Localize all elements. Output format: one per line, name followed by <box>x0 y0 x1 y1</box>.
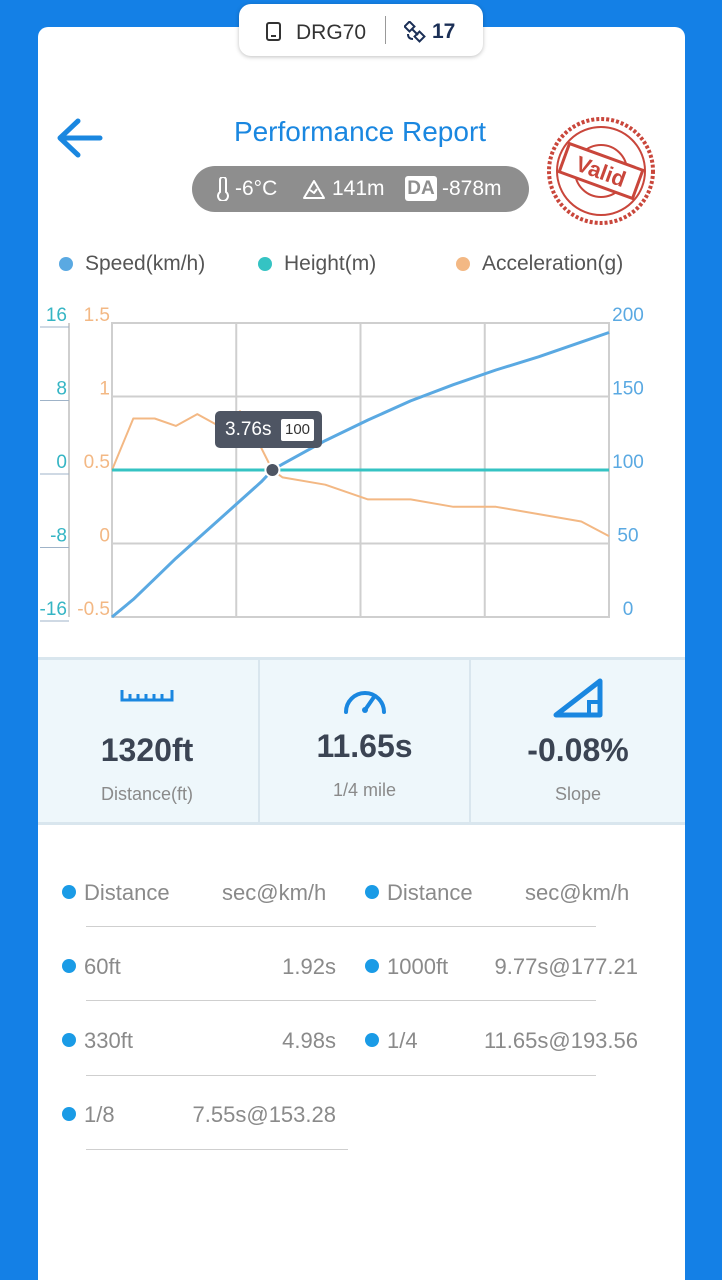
split-result: 11.65s@193.56 <box>483 1028 638 1053</box>
chart-tooltip: 3.76s 100 <box>215 411 322 448</box>
height-tick-label: 16 <box>46 305 67 326</box>
back-arrow-icon[interactable] <box>54 115 104 161</box>
tooltip-time: 3.76s <box>225 419 272 440</box>
height-tick-label: -8 <box>50 526 67 547</box>
height-tick-label: 0 <box>56 452 67 473</box>
stat-distance: 1320ft Distance(ft) <box>38 660 256 822</box>
speed-tick-label: 50 <box>617 526 638 547</box>
conditions-pill: -6°C 141m DA -878m <box>192 166 529 212</box>
thermometer-icon <box>217 177 229 201</box>
height-axis-group: 16 8 0 -8 -16 <box>40 305 70 622</box>
split-distance: 60ft <box>84 954 121 979</box>
stat-slope-label: Slope <box>554 784 602 804</box>
legend-height[interactable]: Height(m) <box>258 252 376 276</box>
split-distance: 330ft <box>84 1028 133 1053</box>
ruler-icon <box>120 690 174 702</box>
stat-slope-value: -0.08% <box>527 732 629 768</box>
row-divider <box>86 926 596 927</box>
temperature-value: -6°C <box>235 177 278 200</box>
stat-distance-value: 1320ft <box>100 732 194 768</box>
split-result: 4.98s <box>282 1028 336 1053</box>
row-divider <box>86 1149 348 1150</box>
legend-acceleration-label: Acceleration(g) <box>482 252 624 275</box>
header-distance-left: Distance <box>84 880 170 905</box>
mountain-icon <box>303 180 325 199</box>
header-result-right: sec@km/h <box>525 880 630 905</box>
satellite-icon <box>404 21 426 43</box>
device-status-pill[interactable]: DRG70 17 <box>239 4 483 56</box>
acceleration-tick-label: 1.5 <box>84 305 110 326</box>
tooltip-marker-dot <box>264 462 281 478</box>
legend-height-label: Height(m) <box>284 252 377 275</box>
stat-distance-label: Distance(ft) <box>100 784 194 804</box>
speed-axis-group: 200 150 100 50 0 <box>612 305 644 620</box>
split-distance: 1/8 <box>84 1102 115 1127</box>
stat-time-label: 1/4 mile <box>332 780 397 800</box>
legend-acceleration-dot <box>456 257 470 271</box>
row-divider <box>86 1075 596 1076</box>
speed-tick-label: 0 <box>623 599 634 620</box>
height-tick-label: -16 <box>40 599 67 620</box>
legend-acceleration[interactable]: Acceleration(g) <box>456 252 623 276</box>
speed-tick-label: 100 <box>612 452 644 473</box>
report-card <box>38 27 685 1280</box>
stat-time-value: 11.65s <box>316 728 413 764</box>
header-distance-right: Distance <box>387 880 473 905</box>
split-distance: 1000ft <box>387 954 449 979</box>
legend-speed-dot <box>59 257 73 271</box>
speed-tick-label: 150 <box>612 379 644 400</box>
split-result: 9.77s@177.21 <box>494 954 638 979</box>
density-altitude-icon: DA <box>405 176 437 201</box>
tooltip-speed: 100 <box>281 419 314 441</box>
legend-height-dot <box>258 257 272 271</box>
stat-slope: -0.08% Slope <box>471 660 685 822</box>
page-title: Performance Report <box>233 116 487 147</box>
divider <box>385 16 386 44</box>
acceleration-tick-label: -0.5 <box>77 599 110 620</box>
speed-tick-label: 200 <box>612 305 644 326</box>
row-bullet <box>365 1033 379 1047</box>
height-tick-label: 8 <box>56 379 67 400</box>
row-divider <box>86 1000 596 1001</box>
chart-marker <box>264 462 281 478</box>
stat-time: 11.65s 1/4 mile <box>258 660 471 822</box>
split-distance: 1/4 <box>387 1028 418 1053</box>
speedometer-icon <box>343 691 386 714</box>
device-name: DRG70 <box>296 21 367 44</box>
legend-speed-label: Speed(km/h) <box>85 252 206 275</box>
header-result-left: sec@km/h <box>222 880 327 905</box>
header-bullet-left <box>62 885 76 899</box>
altitude-value: 141m <box>332 177 385 200</box>
header-bullet-right <box>365 885 379 899</box>
density-altitude-value: -878m <box>442 177 502 200</box>
acceleration-tick-label: 1 <box>99 379 110 400</box>
acceleration-tick-label: 0.5 <box>84 452 110 473</box>
acceleration-tick-label: 0 <box>99 526 110 547</box>
legend-speed[interactable]: Speed(km/h) <box>59 252 205 276</box>
device-icon <box>266 22 281 41</box>
row-bullet <box>62 1033 76 1047</box>
performance-chart[interactable]: 16 8 0 -8 -16 1.5 1 0.5 0 -0.5 200 150 100 50 0 <box>0 290 722 640</box>
summary-stats: 1320ft Distance(ft) 11.65s 1/4 mile -0.0… <box>38 657 685 825</box>
acceleration-axis-group: 1.5 1 0.5 0 -0.5 <box>77 305 110 620</box>
split-result: 7.55s@153.28 <box>192 1102 336 1127</box>
row-bullet <box>62 959 76 973</box>
satellite-count: 17 <box>432 20 456 43</box>
slope-icon <box>553 678 603 718</box>
valid-stamp: Valid <box>547 117 655 225</box>
row-bullet <box>62 1107 76 1121</box>
row-bullet <box>365 959 379 973</box>
split-result: 1.92s <box>282 954 336 979</box>
